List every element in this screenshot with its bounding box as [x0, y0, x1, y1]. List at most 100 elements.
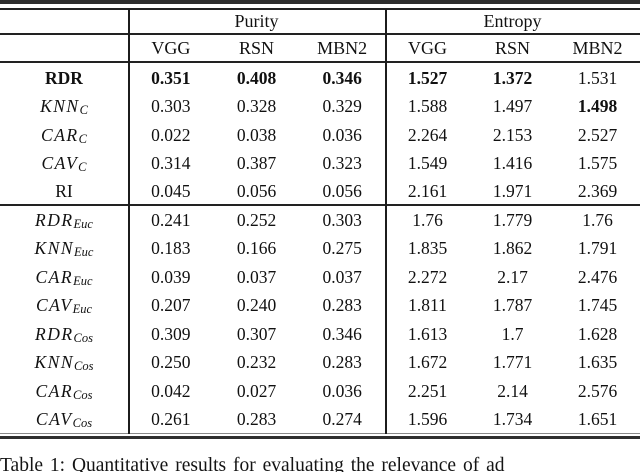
purity-values: 0.022 0.038 0.036 — [128, 125, 385, 146]
table-row: KNN Euc 0.183 0.166 0.275 1.835 1.862 1.7… — [0, 235, 640, 263]
value-cell: 0.351 — [151, 67, 191, 88]
section-divider-rule — [0, 204, 640, 206]
purity-values: 0.314 0.387 0.323 — [128, 153, 385, 174]
value-cell: 0.314 — [151, 153, 191, 174]
row-label-subscript: Cos — [73, 387, 93, 402]
value-cell: 2.161 — [407, 181, 448, 202]
table-row: CAR Cos 0.042 0.027 0.036 2.251 2.14 2.57… — [0, 377, 640, 405]
value-cell: 1.734 — [492, 408, 533, 429]
purity-values: 0.183 0.166 0.275 — [128, 238, 385, 259]
row-label: CAV C — [0, 153, 128, 174]
value-cell: 0.241 — [151, 209, 191, 230]
value-cell: 1.791 — [577, 238, 618, 259]
group-header-purity: Purity — [234, 11, 279, 31]
entropy-values: 1.527 1.372 1.531 — [385, 68, 640, 89]
row-label-subscript: Euc — [73, 216, 93, 231]
value-cell: 1.527 — [407, 67, 448, 88]
value-cell: 0.387 — [236, 153, 277, 174]
table-row: RI 0.045 0.056 0.056 2.161 1.971 2.369 — [0, 178, 640, 206]
value-cell: 1.498 — [577, 96, 618, 117]
value-cell: 2.251 — [407, 380, 448, 401]
value-cell: 2.527 — [577, 124, 618, 145]
group-header-divider-rule — [0, 33, 640, 35]
value-cell: 0.252 — [236, 209, 277, 230]
value-cell: 0.038 — [236, 124, 277, 145]
bottom-thin-rule — [0, 433, 640, 434]
row-label: CAV Euc — [0, 295, 128, 316]
value-cell: 1.549 — [407, 153, 448, 174]
purity-values: 0.241 0.252 0.303 — [128, 210, 385, 231]
row-label: KNN Cos — [0, 352, 128, 373]
value-cell: 1.635 — [577, 352, 618, 373]
value-cell: 0.039 — [151, 266, 191, 287]
entropy-values: 1.76 1.779 1.76 — [385, 210, 640, 231]
value-cell: 1.787 — [492, 295, 533, 316]
value-cell: 1.372 — [492, 67, 533, 88]
value-cell: 2.369 — [577, 181, 618, 202]
row-label-subscript: Cos — [74, 359, 94, 374]
row-label: CAR Euc — [0, 267, 128, 288]
entropy-values: 2.251 2.14 2.576 — [385, 381, 640, 402]
purity-values: 0.309 0.307 0.346 — [128, 324, 385, 345]
row-label-main: KNN — [34, 238, 75, 259]
value-cell: 2.264 — [407, 124, 448, 145]
row-label: RDR — [0, 68, 128, 89]
value-cell: 1.745 — [577, 295, 618, 316]
table-row: CAR Euc 0.039 0.037 0.037 2.272 2.17 2.47… — [0, 263, 640, 291]
value-cell: 0.274 — [322, 408, 362, 429]
value-cell: 0.303 — [151, 96, 191, 117]
row-label-subscript: Euc — [74, 245, 94, 260]
row-label-main: RDR — [35, 209, 74, 230]
value-cell: 1.575 — [577, 153, 618, 174]
value-cell: 0.207 — [151, 295, 191, 316]
value-cell: 1.7 — [501, 323, 524, 344]
row-label: KNN Euc — [0, 238, 128, 259]
row-label-main: KNN — [40, 96, 80, 117]
value-cell: 0.323 — [322, 153, 362, 174]
group-header-row: Purity Entropy — [0, 10, 640, 33]
entropy-values: 1.835 1.862 1.791 — [385, 238, 640, 259]
column-header-divider-rule — [0, 61, 640, 63]
row-label-main: CAR — [41, 124, 79, 145]
entropy-values: 2.264 2.153 2.527 — [385, 125, 640, 146]
row-label-subscript: C — [78, 131, 87, 146]
value-cell: 2.576 — [577, 380, 618, 401]
label-column-spacer — [0, 36, 128, 61]
top-thin-rule — [0, 8, 640, 10]
purity-values: 0.207 0.240 0.283 — [128, 295, 385, 316]
entropy-values: 1.672 1.771 1.635 — [385, 352, 640, 373]
value-cell: 2.17 — [497, 266, 528, 287]
purity-values: 0.042 0.027 0.036 — [128, 381, 385, 402]
entropy-values: 1.613 1.7 1.628 — [385, 324, 640, 345]
row-label-subscript: C — [79, 103, 88, 118]
value-cell: 1.613 — [407, 323, 448, 344]
row-label-subscript: Euc — [73, 273, 93, 288]
entropy-values: 2.161 1.971 2.369 — [385, 181, 640, 202]
value-cell: 0.037 — [236, 266, 277, 287]
table-row: RDR 0.351 0.408 0.346 1.527 1.372 1.531 — [0, 64, 640, 92]
column-header-row: VGG RSN MBN2 VGG RSN MBN2 — [0, 36, 640, 61]
table-row: CAV Euc 0.207 0.240 0.283 1.811 1.787 1.7… — [0, 292, 640, 320]
row-label-subscript: Cos — [73, 330, 93, 345]
table-caption: Table 1: Quantitative results for evalua… — [0, 455, 505, 472]
label-column-divider — [128, 9, 130, 434]
row-label: KNN C — [0, 96, 128, 117]
row-label-subscript: Cos — [72, 415, 93, 430]
value-cell: 2.272 — [407, 266, 448, 287]
row-label-main: CAV — [35, 295, 73, 316]
value-cell: 2.14 — [497, 380, 528, 401]
value-cell: 0.045 — [151, 181, 191, 202]
value-cell: 0.250 — [151, 352, 191, 373]
purity-values: 0.250 0.232 0.283 — [128, 352, 385, 373]
value-cell: 0.042 — [151, 380, 191, 401]
value-cell: 1.416 — [492, 153, 533, 174]
value-cell: 1.672 — [407, 352, 448, 373]
row-label: CAV Cos — [0, 409, 128, 430]
value-cell: 0.022 — [151, 124, 191, 145]
value-cell: 1.651 — [577, 408, 618, 429]
value-cell: 0.408 — [236, 67, 277, 88]
bottom-thick-rule — [0, 436, 640, 439]
table-row: RDR Euc 0.241 0.252 0.303 1.76 1.779 1.76 — [0, 206, 640, 234]
column-header-purity-vgg: VGG — [151, 38, 191, 58]
purity-values: 0.039 0.037 0.037 — [128, 267, 385, 288]
